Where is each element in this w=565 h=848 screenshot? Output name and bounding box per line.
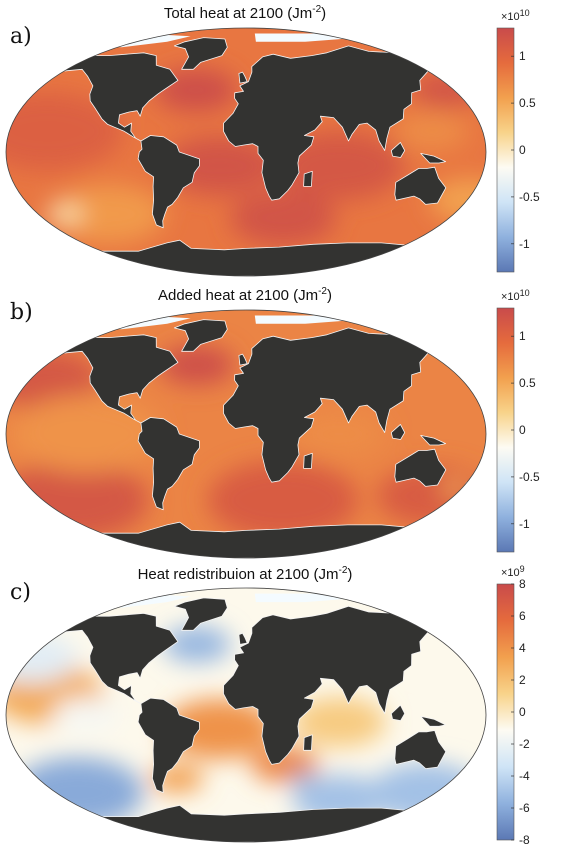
panel-b-colorbar-tick-label-3: -0.5: [519, 470, 540, 484]
panel-a-madagascar: [303, 170, 313, 187]
panel-a: Total heat at 2100 (Jm-2) a) ×1010 1 0.5 0 -…: [0, 0, 565, 282]
panel-a-anomaly-7: [46, 204, 84, 224]
panel-a-anomaly-9: [393, 111, 469, 151]
panel-b-title-end: ): [327, 287, 332, 304]
panel-b-colorbar-exponent-base: ×10: [501, 291, 520, 303]
panel-c-madagascar: [303, 734, 313, 751]
panel-c-anomaly-5: [163, 626, 231, 663]
panel-c-globe-outline: [5, 587, 487, 843]
panel-a-uk: [238, 71, 248, 84]
panel-c-colorbar-tick-label-3: 2: [519, 673, 526, 687]
panel-b-title-sup: -2: [318, 286, 327, 297]
panel-b-title: Added heat at 2100 (Jm-2): [0, 286, 490, 304]
panel-c-anomaly-10: [420, 643, 477, 674]
panel-c-map: [5, 587, 487, 843]
panel-b: Added heat at 2100 (Jm-2) b) ×1010 1 0.5 0 -…: [0, 282, 565, 564]
panel-b-indonesia-borneo: [390, 424, 406, 440]
panel-c-anomaly-4: [292, 697, 387, 748]
panel-c-new-guinea: [420, 715, 447, 727]
panel-a-colorbar-tick-label-3: -0.5: [519, 190, 540, 204]
panel-a-title-sup: -2: [312, 4, 322, 15]
panel-a-map: [5, 27, 487, 277]
panel-a-colorbar-exponent-base: ×10: [501, 11, 520, 23]
panel-b-anomaly-3: [207, 460, 359, 540]
panel-b-map: [5, 309, 487, 559]
panel-a-greenland: [173, 37, 228, 70]
panel-c-title-sup: -2: [338, 565, 348, 576]
panel-c-ocean-field: [6, 588, 486, 842]
panel-b-greenland: [173, 319, 228, 352]
panel-a-anomaly-4: [230, 190, 336, 246]
panel-a-anomaly-6: [52, 184, 166, 244]
panel-a-label: a): [10, 24, 32, 49]
panel-a-africa-eurasia: [223, 45, 453, 201]
panel-c-indonesia-borneo: [390, 704, 406, 722]
panel-a-colorbar-exponent-power: 10: [520, 8, 530, 18]
panel-c-south-america: [137, 697, 200, 794]
panel-a-colorbar-tick-label-2: 0: [519, 143, 526, 157]
panel-c-colorbar-tick-label-7: -6: [519, 801, 530, 815]
panel-b-colorbar-tick-label-4: -1: [519, 517, 530, 531]
panel-c-colorbar-tick-label-4: 0: [519, 705, 526, 719]
panel-a-new-guinea: [420, 153, 447, 164]
panel-b-madagascar: [303, 452, 313, 469]
panel-c: Heat redistribuion at 2100 (Jm-2) c) ×10…: [0, 564, 565, 848]
panel-a-colorbar-tick-label-4: -1: [519, 237, 530, 251]
panel-c-uk: [238, 632, 248, 645]
panel-b-colorbar-exponent-power: 10: [520, 288, 530, 298]
panel-b-anomaly-0: [159, 345, 235, 385]
panel-a-north-america: [54, 52, 179, 142]
panel-b-anomaly-6: [292, 409, 387, 459]
panel-c-colorbar-tick-label-0: 8: [519, 577, 526, 591]
panel-c-anomaly-11: [290, 772, 314, 785]
panel-c-colorbar-tick-label-1: 6: [519, 609, 526, 623]
panel-a-colorbar-tick-label-0: 1: [519, 49, 526, 63]
panel-c-australia: [394, 730, 447, 770]
panel-b-colorbar-tick-label-0: 1: [519, 329, 526, 343]
panel-a-indonesia-borneo: [390, 142, 406, 158]
panel-b-title-main: Added heat at 2100 (Jm: [157, 287, 319, 304]
panel-a-colorbar-exponent: ×1010: [501, 8, 530, 23]
panel-b-colorbar-tick-label-2: 0: [519, 423, 526, 437]
panel-b-colorbar-tick-label-1: 0.5: [519, 376, 536, 390]
panel-a-colorbar: ×1010 1 0.5 0 -0.5 -1: [496, 8, 540, 273]
panel-c-north-america: [54, 612, 179, 705]
panel-c-colorbar-exponent-base: ×10: [501, 567, 520, 579]
panel-a-title: Total heat at 2100 (Jm-2): [0, 4, 490, 22]
panel-c-colorbar-exponent: ×109: [501, 564, 525, 579]
panel-a-south-america: [137, 135, 200, 229]
panel-c-anomaly-13: [52, 696, 120, 734]
panel-c-label: c): [10, 580, 31, 605]
panel-b-south-america: [137, 417, 200, 511]
panel-a-colorbar-tick-label-1: 0.5: [519, 96, 536, 110]
panel-b-uk: [238, 353, 248, 366]
panel-a-australia: [394, 166, 447, 205]
panel-b-colorbar-exponent: ×1010: [501, 288, 530, 303]
panel-c-title-main: Heat redistribuion at 2100 (Jm: [137, 566, 339, 583]
panel-c-africa-eurasia: [223, 605, 453, 765]
panel-b-label: b): [10, 300, 33, 325]
panel-a-title-end: ): [321, 5, 327, 22]
panel-a-title-main: Total heat at 2100 (Jm: [163, 5, 313, 22]
panel-c-greenland: [173, 597, 228, 631]
panel-b-ocean-field: [6, 310, 486, 558]
panel-b-australia: [394, 448, 447, 487]
panel-c-colorbar-tick-label-5: -2: [519, 737, 530, 751]
panel-c-title-end: ): [347, 566, 353, 583]
panel-b-colorbar: ×1010 1 0.5 0 -0.5 -1: [496, 288, 540, 553]
panel-c-colorbar-tick-label-2: 4: [519, 641, 526, 655]
panel-c-colorbar-exponent-power: 9: [520, 564, 525, 574]
panel-c-title: Heat redistribuion at 2100 (Jm-2): [0, 565, 490, 583]
panel-c-colorbar-tick-label-8: -8: [519, 833, 530, 846]
panel-b-anomaly-5: [10, 394, 162, 474]
panel-b-new-guinea: [420, 435, 447, 446]
panel-b-globe-outline: [5, 309, 487, 559]
panel-c-colorbar-tick-label-6: -4: [519, 769, 530, 783]
panel-b-north-america: [54, 334, 179, 424]
panel-b-africa-eurasia: [223, 327, 453, 483]
panel-a-globe-outline: [5, 27, 487, 277]
